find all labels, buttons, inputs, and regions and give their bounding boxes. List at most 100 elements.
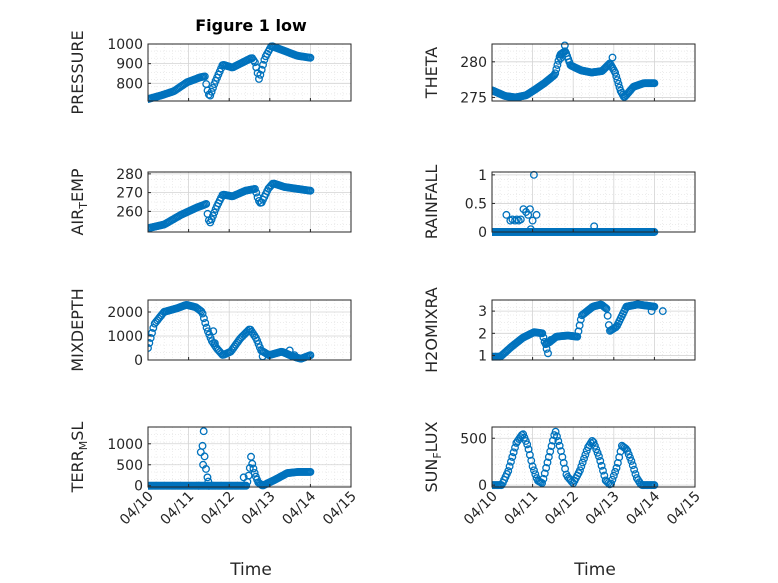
data-point [538,479,547,488]
data-point [600,471,609,480]
y-axis-label-part: LUX [422,421,441,452]
axes-box [147,171,352,233]
data-point [554,437,563,446]
data-markers [492,41,659,102]
data-point [597,461,606,470]
data-point [547,442,556,451]
axes-box [147,299,352,361]
data-markers [148,42,315,103]
data-point [199,314,208,323]
data-point [532,210,541,219]
y-tick-label: 2 [478,326,487,342]
data-point [555,441,564,450]
y-tick-label: 1000 [107,437,143,453]
data-point [650,481,659,490]
data-point [249,464,258,473]
y-tick-label: 1000 [107,37,143,53]
data-markers [148,427,315,490]
data-point [528,462,537,471]
y-tick-label: 500 [460,431,487,447]
data-point [508,453,517,461]
data-point [198,309,207,318]
data-markers [148,300,315,363]
y-tick-label: 500 [116,458,143,474]
y-tick-label: 3 [478,304,487,320]
x-tick-label: 04/14 [279,488,319,528]
axes-box [147,43,352,102]
data-point [577,462,586,471]
data-point [523,440,532,449]
data-point [250,184,259,193]
data-point [589,438,598,447]
data-point [148,329,156,337]
y-axis-label: TERRMSL [68,422,90,494]
y-tick-label: 2000 [107,305,143,321]
data-point [609,471,618,480]
data-point [306,53,315,62]
data-point [516,215,525,224]
y-axis-label: THETA [422,47,441,99]
data-point [196,448,205,457]
data-point [206,91,215,100]
y-tick-label: 0 [478,225,487,241]
data-point [306,186,315,195]
data-point [578,458,587,467]
x-tick-label: 04/15 [320,489,360,529]
data-point [539,474,548,483]
figure-title: Figure 1 low [195,16,307,35]
data-point [210,208,219,217]
y-axis-label-part: EMP [68,168,87,202]
data-point [581,450,590,459]
data-markers [492,427,659,490]
data-point [539,333,548,342]
y-axis-label: RAINFALL [422,165,441,240]
y-axis-label-subscript: F [431,452,444,458]
data-point [612,463,621,472]
y-axis-label-part: AIR [68,209,87,236]
data-point [613,76,622,85]
data-point [576,466,584,475]
data-point [209,83,217,92]
data-point [658,307,667,316]
data-point [526,205,534,214]
y-tick-label: 280 [460,55,487,71]
axes-box [491,426,696,488]
data-point [239,473,248,482]
data-point [259,60,267,69]
data-point [202,200,211,208]
data-point [560,41,569,50]
subplot-4: 0 1000 2000 MIXDEPTH [68,288,352,372]
data-point [199,427,208,436]
data-point [546,447,555,456]
data-point [600,302,609,311]
data-point [306,467,315,476]
y-tick-label: 1 [478,168,487,184]
y-tick-label: 0 [478,478,487,494]
x-tick-label: 04/13 [239,489,279,529]
y-tick-label: 900 [116,57,143,73]
x-tick-label: 04/12 [542,489,582,529]
data-point [204,477,213,486]
data-point [528,216,537,225]
data-point [608,53,617,62]
data-point [544,349,552,358]
data-point [556,54,565,63]
x-tick-label: 04/13 [583,489,623,529]
data-point [250,468,259,477]
data-point [256,70,265,79]
subplot-3: 0 0.5 1 RAINFALL [422,165,696,241]
y-tick-label: 0.5 [465,196,487,212]
data-point [553,61,562,69]
data-markers [148,179,315,233]
data-point [202,323,211,332]
y-tick-label: 260 [116,204,143,220]
y-tick-label: 1000 [107,329,143,345]
data-point [540,469,549,478]
data-point [593,448,602,457]
x-tick-label: 04/14 [623,488,663,528]
x-axis-label-right: Time [573,560,616,580]
y-tick-label: 1 [478,349,487,365]
data-point [285,346,294,355]
y-tick-label: 0 [134,353,143,369]
